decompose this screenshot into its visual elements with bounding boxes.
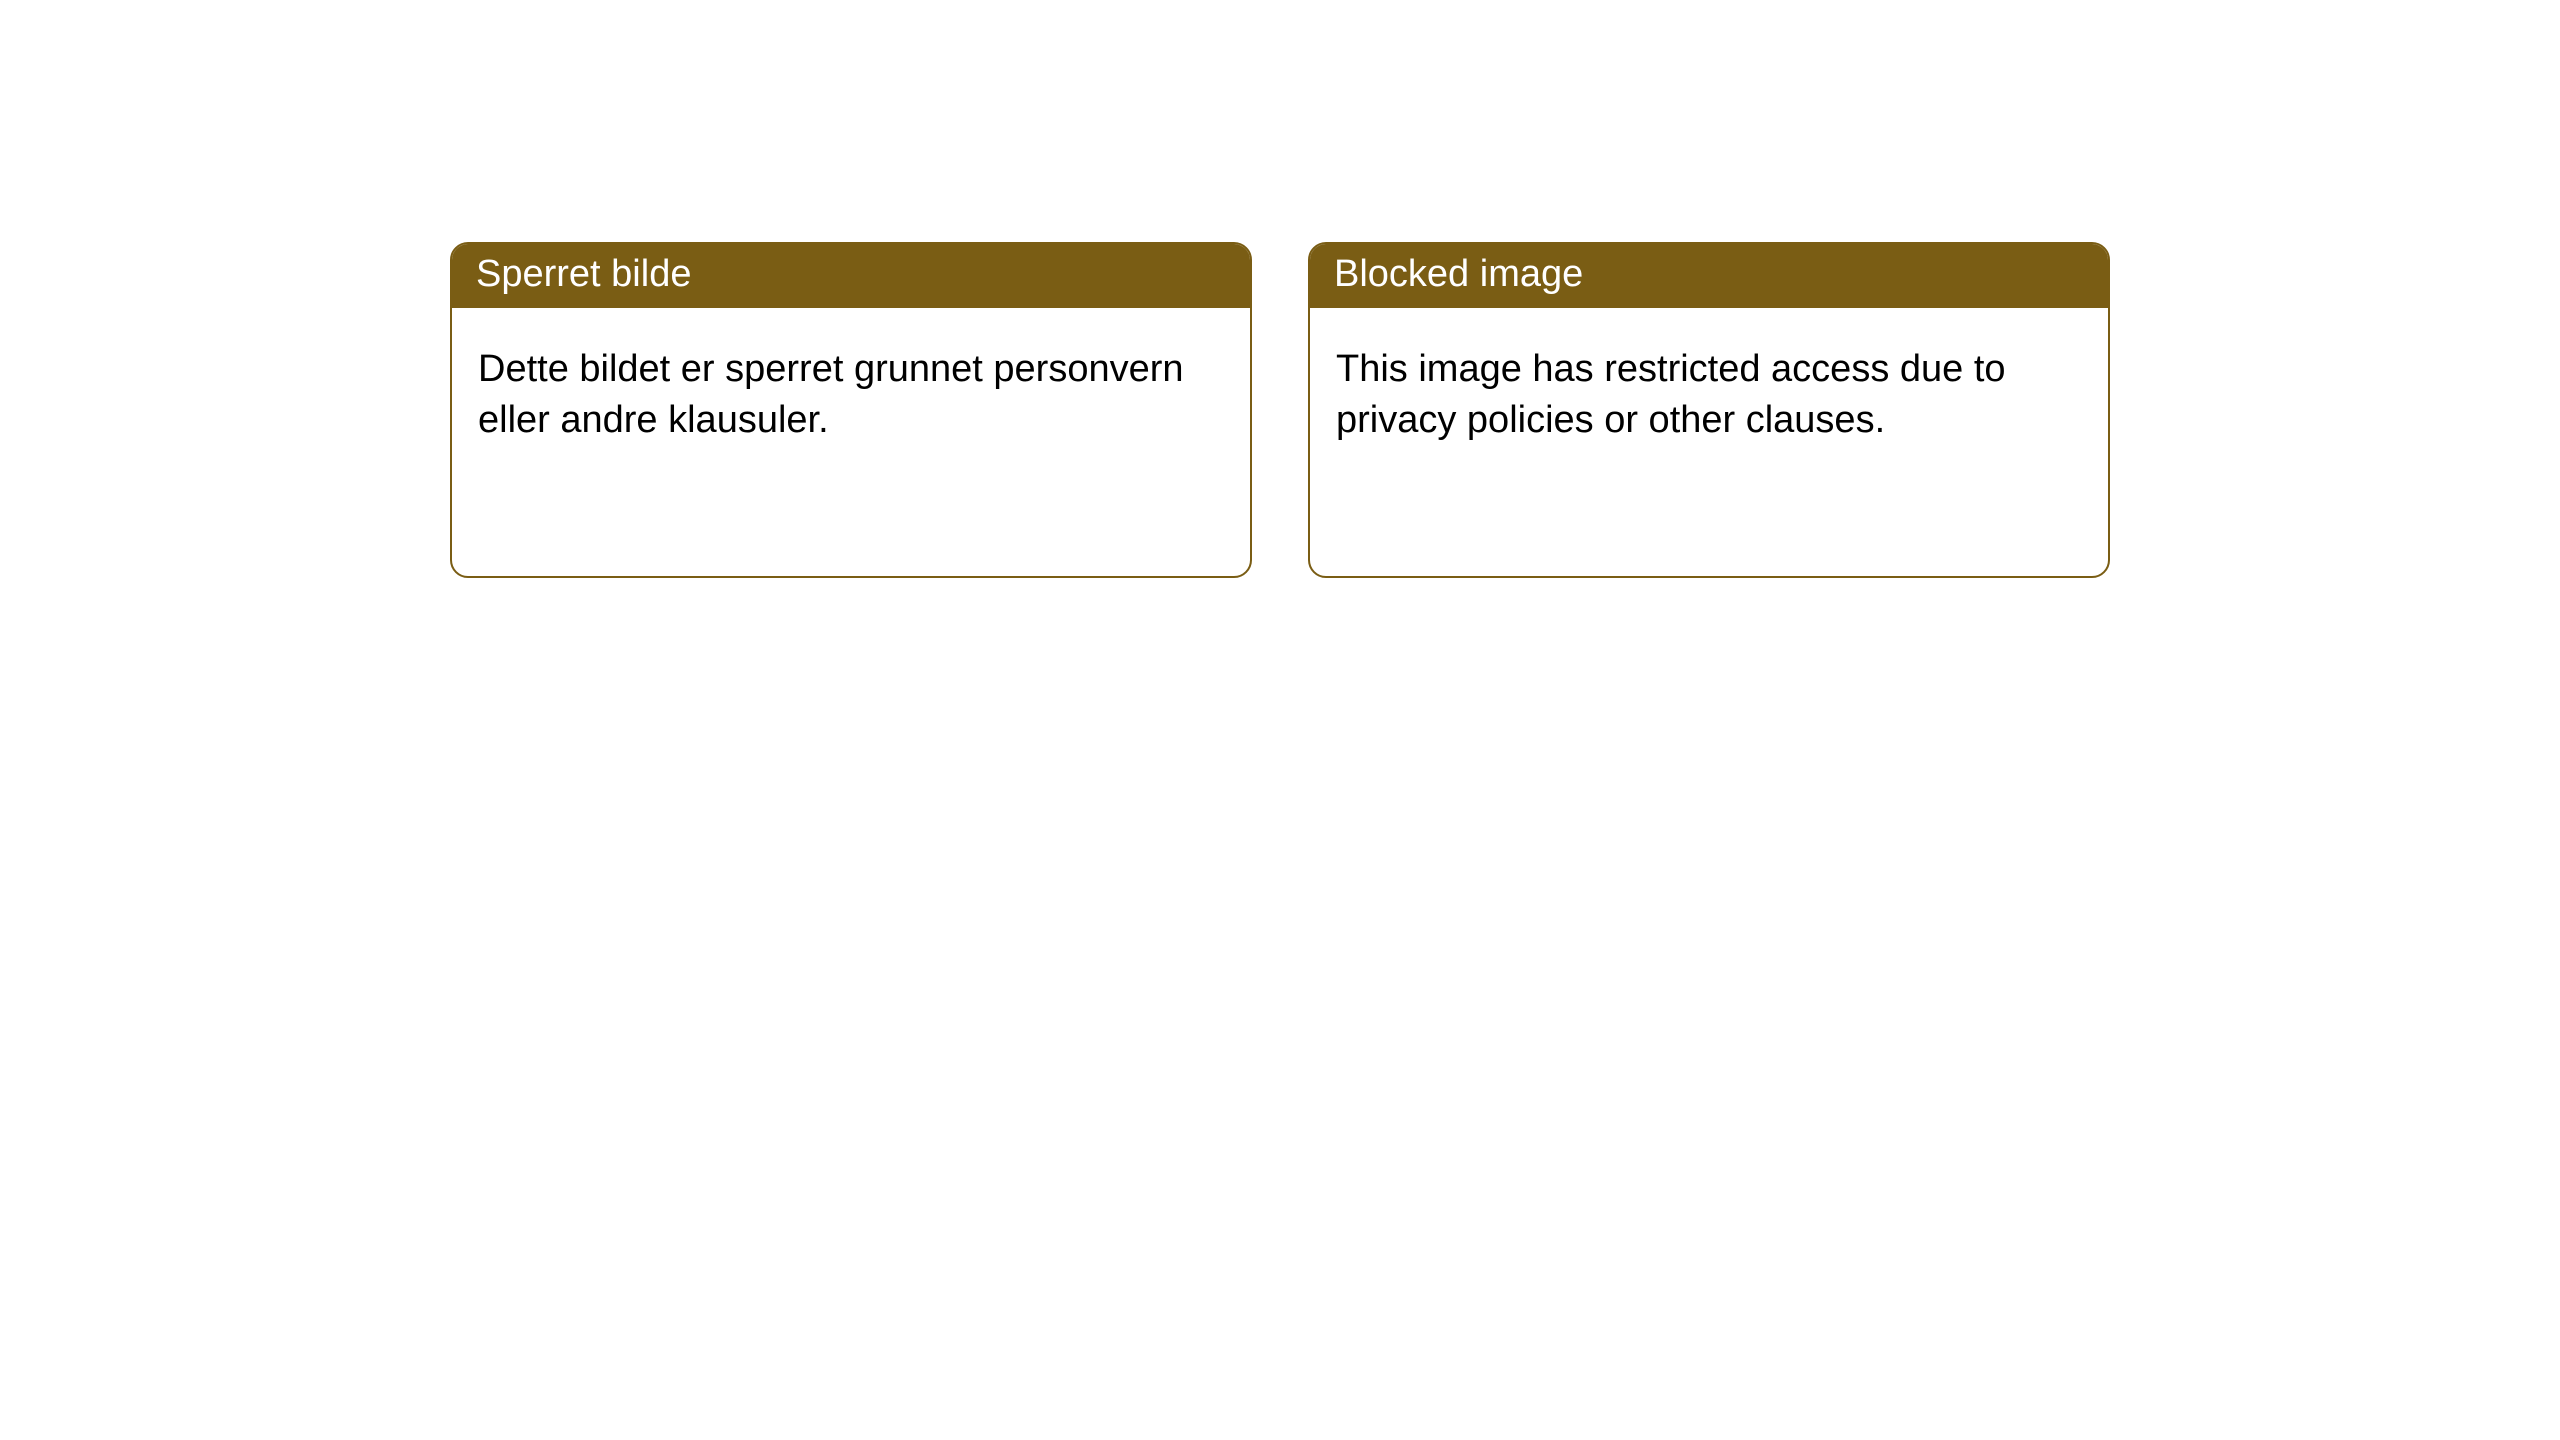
notice-card-norwegian: Sperret bilde Dette bildet er sperret gr… bbox=[450, 242, 1252, 578]
notice-body-norwegian: Dette bildet er sperret grunnet personve… bbox=[452, 308, 1250, 483]
notice-header-english: Blocked image bbox=[1310, 244, 2108, 308]
notice-header-norwegian: Sperret bilde bbox=[452, 244, 1250, 308]
notice-card-english: Blocked image This image has restricted … bbox=[1308, 242, 2110, 578]
notices-container: Sperret bilde Dette bildet er sperret gr… bbox=[450, 242, 2560, 578]
notice-body-english: This image has restricted access due to … bbox=[1310, 308, 2108, 483]
